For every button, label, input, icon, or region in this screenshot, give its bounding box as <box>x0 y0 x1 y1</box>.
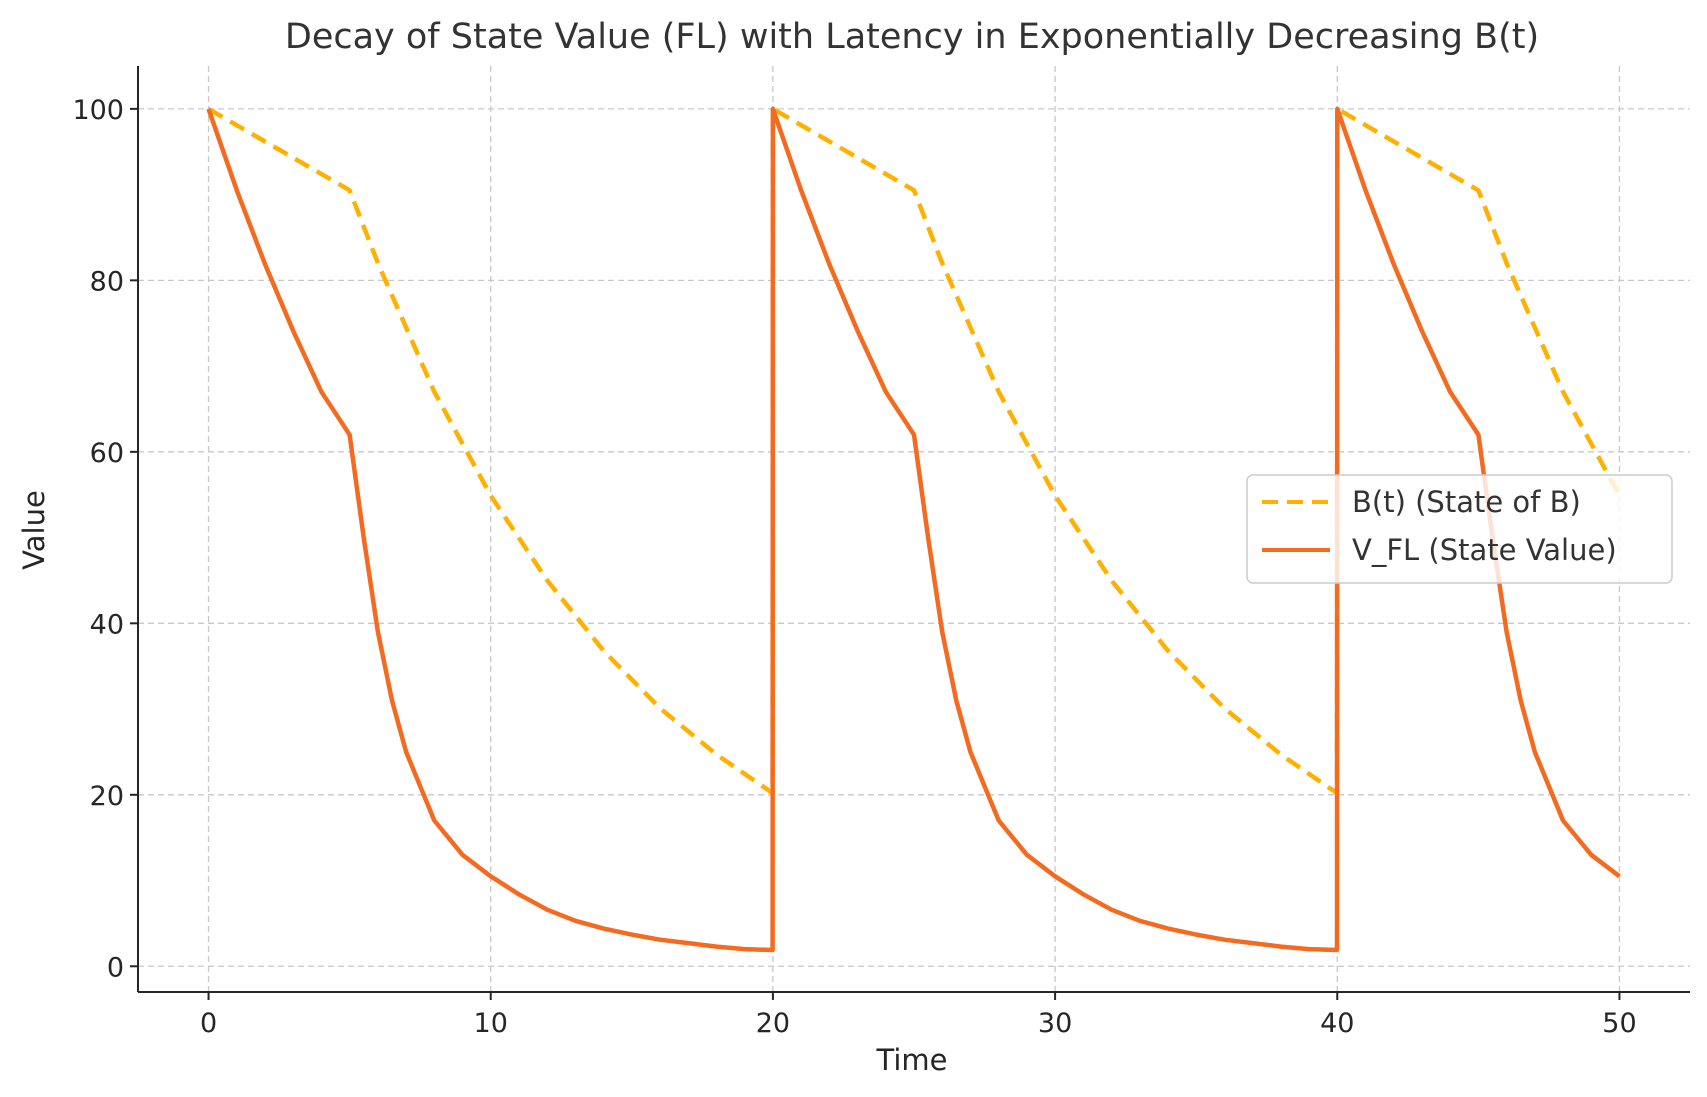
x-tick-label: 20 <box>756 1008 790 1039</box>
x-tick-label: 30 <box>1038 1008 1072 1039</box>
chart-title: Decay of State Value (FL) with Latency i… <box>285 17 1539 57</box>
x-tick-label: 50 <box>1602 1008 1636 1039</box>
legend-label-b-state: B(t) (State of B) <box>1352 485 1581 519</box>
x-tick-label: 10 <box>474 1008 508 1039</box>
legend-frame <box>1246 474 1673 584</box>
y-axis-title: Value <box>17 490 51 570</box>
x-tick-label: 40 <box>1320 1008 1354 1039</box>
x-axis-title: Time <box>876 1043 948 1077</box>
y-tick-label: 100 <box>72 95 124 126</box>
y-tick-label: 80 <box>90 266 124 297</box>
series-line-b-t-state-of-b <box>207 106 1622 796</box>
y-tick-label: 60 <box>90 438 124 469</box>
legend-label-v-fl: V_FL (State Value) <box>1352 533 1617 567</box>
y-tick-label: 20 <box>90 781 124 812</box>
axes: 0 10 20 30 40 50 0 20 40 60 80 100 <box>72 66 1690 1039</box>
series-line-v-fl-state-value <box>206 106 1621 953</box>
x-tick-label: 0 <box>200 1008 217 1039</box>
legend: B(t) (State of B) V_FL (State Value) <box>1246 474 1673 584</box>
plot-series <box>206 106 1622 953</box>
y-tick-label: 40 <box>90 609 124 640</box>
y-tick-label: 0 <box>107 952 124 983</box>
